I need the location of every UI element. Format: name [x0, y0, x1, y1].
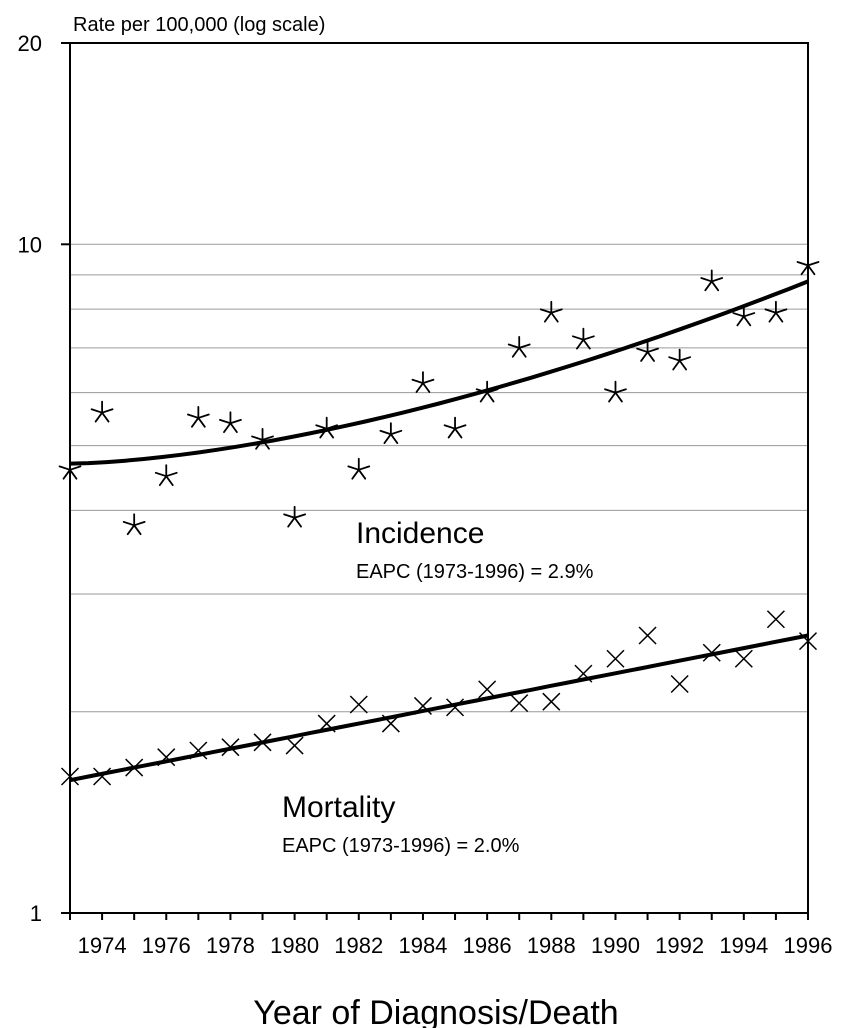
x-tick-label: 1984	[398, 933, 447, 958]
x-tick-label: 1980	[270, 933, 319, 958]
mortality-point	[478, 680, 497, 699]
incidence-point	[443, 416, 467, 439]
mortality-point	[285, 736, 304, 755]
incidence-point	[700, 269, 724, 292]
mortality-point	[606, 649, 625, 668]
mortality-point	[253, 733, 272, 752]
mortality-point	[93, 767, 112, 786]
incidence-point	[251, 427, 274, 450]
mortality-point	[189, 741, 208, 760]
incidence-point	[572, 327, 595, 350]
x-tick-label: 1982	[334, 933, 383, 958]
mortality-point	[734, 649, 753, 668]
mortality-point	[670, 674, 689, 694]
x-tick-label: 1976	[142, 933, 191, 958]
incidence-point	[411, 371, 435, 393]
mortality-point	[446, 698, 465, 717]
incidence-point	[732, 304, 756, 327]
x-tick-label: 1994	[719, 933, 768, 958]
incidence-point	[90, 400, 114, 423]
mortality-point	[349, 695, 368, 714]
series-label-incidence: Incidence	[356, 517, 484, 550]
incidence-point	[315, 416, 339, 439]
incidence-point	[283, 505, 306, 528]
incidence-point	[507, 335, 531, 358]
x-tick-label: 1986	[463, 933, 512, 958]
x-tick-label: 1996	[784, 933, 833, 958]
plot-frame	[69, 42, 809, 914]
mortality-point	[542, 692, 561, 711]
mortality-point	[221, 738, 240, 757]
mortality-point	[381, 714, 400, 733]
incidence-point	[604, 380, 627, 403]
incidence-point	[219, 411, 242, 434]
mortality-point	[702, 643, 721, 662]
mortality-point	[125, 758, 144, 777]
mortality-point	[510, 694, 529, 713]
incidence-point	[668, 348, 692, 371]
incidence-point	[347, 457, 371, 480]
data-points	[58, 253, 820, 786]
x-tick-label: 1990	[591, 933, 640, 958]
series-label-mortality: Mortality	[282, 791, 395, 824]
x-tick-label: 1988	[527, 933, 576, 958]
incidence-point	[186, 406, 210, 428]
y-axis-label: Rate per 100,000 (log scale)	[73, 14, 325, 36]
mortality-point	[157, 748, 176, 767]
series-annotation-incidence: EAPC (1973-1996) = 2.9%	[356, 561, 594, 583]
mortality-point	[413, 696, 432, 715]
incidence-point	[636, 340, 659, 362]
y-tick-label: 1	[30, 901, 42, 926]
mortality-point	[574, 664, 593, 683]
mortality-point	[317, 714, 336, 733]
trend-line-mortality	[69, 633, 809, 783]
series-annotation-mortality: EAPC (1973-1996) = 2.0%	[282, 835, 520, 857]
x-tick-label: 1992	[655, 933, 704, 958]
incidence-point	[764, 300, 788, 323]
incidence-point	[475, 380, 499, 403]
x-axis-label: Year of Diagnosis/Death	[253, 994, 618, 1028]
trend-line-incidence	[69, 279, 809, 466]
x-tick-label: 1974	[78, 933, 127, 958]
mortality-point	[638, 626, 657, 645]
y-tick-label: 10	[18, 232, 42, 257]
incidence-point	[539, 300, 563, 323]
gridlines	[70, 243, 808, 713]
incidence-point	[154, 464, 178, 486]
y-tick-label: 20	[18, 31, 42, 56]
axis-ticks: 1 10 20 1974 1976 1978 1980 1982 1984 1986 1988 199…	[18, 31, 833, 958]
incidence-point	[122, 513, 146, 536]
incidence-point	[379, 422, 403, 445]
mortality-point	[766, 610, 785, 629]
x-tick-label: 1978	[206, 933, 255, 958]
